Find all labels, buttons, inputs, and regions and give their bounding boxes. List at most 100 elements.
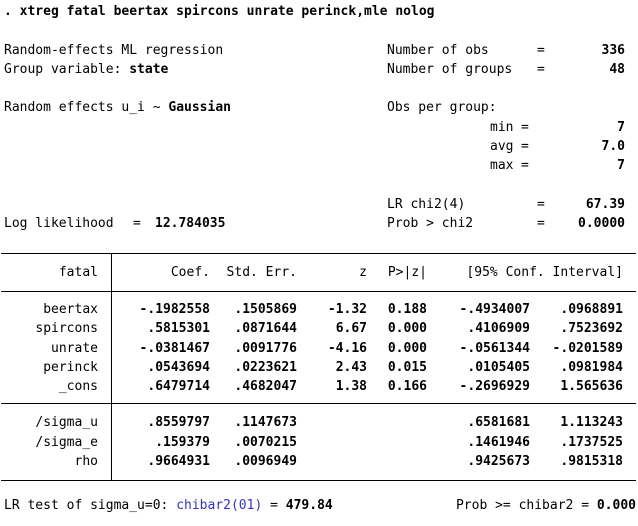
stderr-value: .0223621 <box>234 359 297 375</box>
table-row-sigma-e: /sigma_e .159379 .0070215 .1461946 .1737… <box>0 433 638 452</box>
z-value: 6.67 <box>335 321 367 337</box>
table-top-rule <box>1 253 636 254</box>
empty-cell <box>367 452 427 471</box>
blank-line <box>4 156 434 175</box>
model-title: Random-effects ML regression <box>4 42 224 58</box>
z-value: 2.43 <box>335 359 367 375</box>
ci-lower: .1461946 <box>467 434 530 450</box>
prob-chibar2-label: Prob >= chibar2 = <box>455 498 597 514</box>
regression-table: fatal Coef. Std. Err. z P>|z| [95% Conf.… <box>0 253 638 482</box>
random-effects-line: Random effects u_i ~ Gaussian <box>4 98 434 117</box>
stderr-value: .0070215 <box>234 434 297 450</box>
prob-chi2-value: 0.0000 <box>578 216 625 232</box>
stderr-value: .0091776 <box>234 340 297 356</box>
table-row-rho: rho .9664931 .0096949 .9425673 .9815318 <box>0 452 638 471</box>
pvalue-header: P>|z| <box>387 265 427 280</box>
ci-lower: .0105405 <box>467 359 530 375</box>
equals-sign: = <box>537 196 545 212</box>
blank-line <box>387 2 636 21</box>
estimate-value: .9664931 <box>147 454 210 470</box>
z-value: -4.16 <box>327 340 367 356</box>
z-header: z <box>359 265 367 280</box>
variable-name: _cons <box>58 379 98 395</box>
obs-max-value: 7 <box>617 158 625 174</box>
obs-min-value: 7 <box>617 119 625 135</box>
parameter-name: rho <box>74 454 98 470</box>
chibar2-value: 479.84 <box>285 498 333 514</box>
variable-name: unrate <box>51 340 98 356</box>
variable-name: perinck <box>43 359 98 375</box>
log-likelihood-label: Log likelihood <box>4 216 114 232</box>
table-row-sigma-u: /sigma_u .8559797 .1147673 .6581681 1.11… <box>0 413 638 432</box>
stderr-value: .0096949 <box>234 454 297 470</box>
blank-line <box>4 118 434 137</box>
variable-name: beertax <box>43 302 98 317</box>
table-mid-rule <box>1 291 636 292</box>
command-line: . xtreg fatal beertax spircons unrate pe… <box>4 4 435 19</box>
z-value: 1.38 <box>335 379 367 395</box>
table-sigma-rule <box>1 403 636 405</box>
prob-chibar2-value: 0.000 <box>596 498 636 514</box>
ci-lower: .9425673 <box>467 454 530 470</box>
equals-sign: = <box>521 139 529 155</box>
equals-sign: = <box>521 158 529 174</box>
equals-sign: = <box>537 42 545 58</box>
stderr-header: Std. Err. <box>226 265 297 280</box>
stata-output-header: . xtreg fatal beertax spircons unrate pe… <box>0 0 638 253</box>
stderr-value: .1505869 <box>234 302 297 317</box>
ci-lower: -.4934007 <box>459 302 530 317</box>
parameter-name: /sigma_u <box>35 415 98 431</box>
stat-obs-min: min = 7 <box>387 118 636 137</box>
coef-value: -.0381467 <box>139 340 210 356</box>
parameter-name: /sigma_e <box>35 434 98 450</box>
ci-upper: 1.565636 <box>560 379 623 395</box>
p-value: 0.000 <box>387 340 427 356</box>
z-value: -1.32 <box>327 302 367 317</box>
p-value: 0.000 <box>387 321 427 337</box>
coef-value: .6479714 <box>147 379 210 395</box>
stderr-value: .0871644 <box>234 321 297 337</box>
p-value: 0.166 <box>387 379 427 395</box>
empty-cell <box>367 413 427 432</box>
depvar-header: fatal <box>58 265 98 280</box>
ci-upper: .1737525 <box>560 434 623 450</box>
coef-value: -.1982558 <box>139 302 210 317</box>
random-effects-label: Random effects u_i ~ <box>4 100 169 116</box>
header-left-column: . xtreg fatal beertax spircons unrate pe… <box>4 2 434 234</box>
blank-line <box>4 79 434 98</box>
group-variable-line: Group variable: state <box>4 60 434 79</box>
stat-obs-max: max = 7 <box>387 156 636 175</box>
lr-chi2-value: 67.39 <box>585 196 625 212</box>
table-row-beertax: beertax -.1982558 .1505869 -1.32 0.188 -… <box>0 300 638 319</box>
coef-header: Coef. <box>170 265 210 280</box>
obs-per-group-label: Obs per group: <box>387 100 497 116</box>
stat-number-of-groups: Number of groups = 48 <box>387 60 636 79</box>
table-row-perinck: perinck .0543694 .0223621 2.43 0.015 .01… <box>0 358 638 377</box>
coefficient-block: beertax -.1982558 .1505869 -1.32 0.188 -… <box>0 292 638 403</box>
ci-upper: 1.113243 <box>560 415 623 431</box>
variable-name: spircons <box>35 321 98 337</box>
estimate-value: .8559797 <box>147 415 210 431</box>
chibar2-link[interactable]: chibar2(01) <box>176 498 263 514</box>
prob-chibar2: Prob >= chibar2 = 0.000 <box>456 496 636 515</box>
table-vertical-divider <box>111 253 112 482</box>
stderr-value: .1147673 <box>234 415 297 431</box>
blank-line <box>4 176 434 195</box>
log-likelihood-value: 12.784035 <box>155 216 226 232</box>
blank-line <box>4 21 434 40</box>
estimate-value: .159379 <box>155 434 210 450</box>
ci-upper: .0981984 <box>560 359 623 375</box>
coef-value: .0543694 <box>147 359 210 375</box>
p-value: 0.188 <box>387 302 427 317</box>
stat-lr-chi2: LR chi2(4) = 67.39 <box>387 195 636 214</box>
table-bottom-rule <box>1 480 636 482</box>
blank-line <box>387 176 636 195</box>
p-value: 0.015 <box>387 359 427 375</box>
ci-lower: .6581681 <box>467 415 530 431</box>
stat-number-of-obs: Number of obs = 336 <box>387 41 636 60</box>
coef-value: .5815301 <box>147 321 210 337</box>
empty-cell <box>297 433 367 452</box>
blank-line <box>387 79 636 98</box>
stat-prob-chi2: Prob > chi2 = 0.0000 <box>387 214 636 233</box>
ci-upper: .0968891 <box>560 302 623 317</box>
